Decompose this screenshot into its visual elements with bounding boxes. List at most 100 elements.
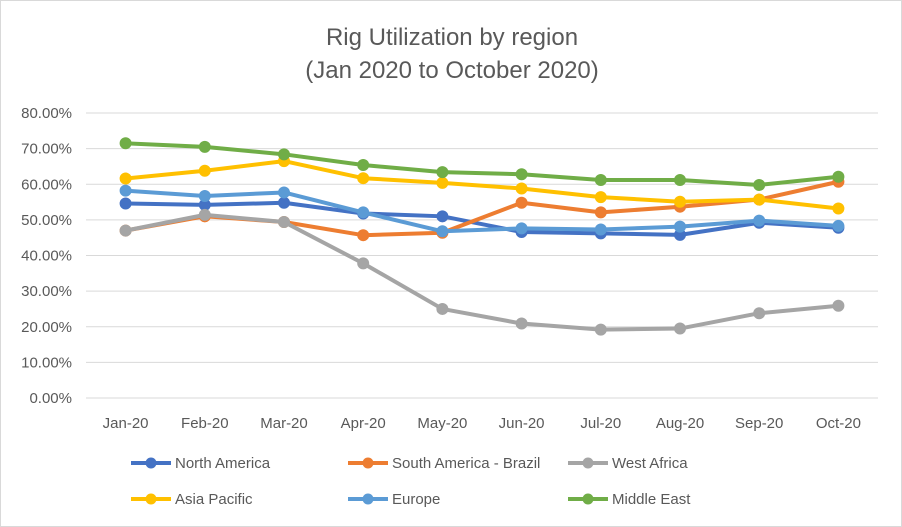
legend-swatch-marker [362, 493, 374, 505]
data-point [436, 166, 449, 179]
y-axis-ticks: 0.00% 10.00% 20.00% 30.00% 40.00% 50.00% 60.00… [21, 105, 72, 407]
data-point [832, 170, 845, 183]
data-point [357, 229, 370, 242]
data-point [278, 216, 290, 229]
x-tick-label: Jul-20 [580, 415, 621, 432]
data-point [515, 168, 528, 181]
y-tick-label: 10.00% [21, 354, 72, 371]
legend-item: North America [131, 455, 271, 472]
data-point [832, 219, 845, 232]
series-group [119, 137, 845, 336]
x-tick-label: Feb-20 [181, 415, 229, 432]
legend-label: Asia Pacific [175, 491, 253, 508]
data-point [674, 173, 686, 186]
data-point [198, 164, 211, 177]
data-point [832, 299, 845, 312]
data-point [753, 307, 766, 320]
x-tick-label: Sep-20 [735, 415, 783, 432]
data-point [278, 186, 290, 199]
series-line [123, 159, 841, 211]
x-tick-label: Oct-20 [816, 415, 861, 432]
data-point [357, 206, 370, 219]
data-point [278, 148, 290, 161]
x-tick-label: Jan-20 [103, 415, 149, 432]
legend-swatch-marker [582, 493, 594, 505]
x-axis: Jan-20 Feb-20 Mar-20 Apr-20 May-20 Jun-20 Jul-… [86, 397, 878, 432]
data-point [436, 225, 449, 238]
legend-item: Middle East [568, 491, 691, 508]
data-point [515, 182, 528, 195]
data-point [436, 176, 449, 189]
y-tick-label: 30.00% [21, 283, 72, 300]
series-europe [119, 184, 845, 238]
series-line [123, 200, 841, 237]
legend-item: Asia Pacific [131, 491, 253, 508]
x-tick-label: Apr-20 [341, 415, 386, 432]
data-point [594, 323, 607, 336]
data-point [674, 220, 686, 233]
y-tick-label: 20.00% [21, 319, 72, 336]
data-point [357, 159, 370, 172]
data-point [753, 178, 766, 191]
data-point [515, 222, 528, 235]
data-point [119, 224, 132, 237]
data-point [436, 210, 449, 223]
legend-label: South America - Brazil [392, 455, 540, 472]
data-point [674, 322, 686, 335]
series-line [123, 212, 841, 332]
x-tick-label: May-20 [417, 415, 467, 432]
legend-label: West Africa [612, 455, 688, 472]
x-tick-label: Aug-20 [656, 415, 704, 432]
x-tick-label: Mar-20 [260, 415, 308, 432]
legend-swatch-marker [582, 457, 594, 469]
data-point [753, 193, 766, 206]
data-point [357, 257, 370, 270]
data-point [278, 196, 290, 209]
data-point [119, 184, 132, 197]
data-point [594, 191, 607, 204]
y-tick-label: 70.00% [21, 141, 72, 158]
series-middle-east [119, 137, 845, 191]
data-point [198, 190, 211, 203]
y-tick-label: 60.00% [21, 176, 72, 193]
legend-label: Europe [392, 491, 440, 508]
legend-item: West Africa [568, 455, 688, 472]
legend-swatch-marker [145, 457, 157, 469]
data-point [594, 173, 607, 186]
y-tick-label: 80.00% [21, 105, 72, 122]
legend-label: North America [175, 455, 271, 472]
data-point [357, 172, 370, 185]
data-point [119, 197, 132, 210]
data-point [119, 172, 132, 185]
chart-title-line-1: Rig Utilization by region [325, 24, 579, 51]
series-west-africa [119, 208, 845, 336]
data-point [674, 195, 686, 208]
legend-label: Middle East [612, 491, 691, 508]
data-point [594, 223, 607, 236]
data-point [515, 196, 528, 209]
data-point [436, 302, 449, 315]
chart-title-line-2: (Jan 2020 to October 2020) [305, 57, 599, 84]
x-tick-label: Jun-20 [499, 415, 545, 432]
data-point [198, 140, 211, 153]
legend-swatch-marker [362, 457, 374, 469]
data-point [119, 137, 132, 150]
series-asia-pacific [119, 155, 845, 215]
data-point [832, 202, 845, 215]
y-tick-label: 40.00% [21, 248, 72, 265]
chart-title: Rig Utilization by region (Jan 2020 to O… [1, 21, 902, 87]
data-point [198, 208, 211, 221]
y-tick-label: 0.00% [29, 390, 72, 407]
data-point [515, 317, 528, 330]
y-tick-label: 50.00% [21, 212, 72, 229]
series-line [123, 141, 841, 187]
series-line [123, 188, 841, 234]
legend-item: Europe [348, 491, 440, 508]
data-point [753, 214, 766, 227]
legend-item: South America - Brazil [348, 455, 540, 472]
legend: North America South America - Brazil West … [131, 455, 691, 508]
data-point [594, 206, 607, 219]
legend-swatch-marker [145, 493, 157, 505]
